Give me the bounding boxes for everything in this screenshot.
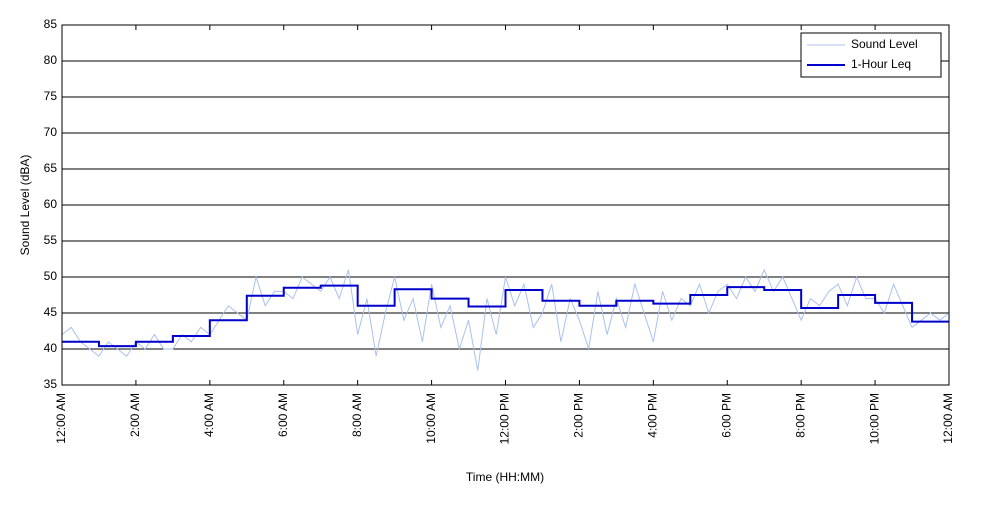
y-axis-label: Sound Level (dBA) bbox=[18, 155, 32, 256]
x-tick-label: 12:00 AM bbox=[54, 393, 68, 444]
x-tick-label: 4:00 PM bbox=[646, 393, 660, 438]
x-tick-label: 4:00 AM bbox=[202, 393, 216, 437]
y-tick-label: 60 bbox=[44, 197, 58, 211]
x-tick-label: 2:00 PM bbox=[572, 393, 586, 438]
x-tick-label: 12:00 PM bbox=[498, 393, 512, 444]
legend-box bbox=[800, 32, 942, 78]
x-tick-label: 10:00 PM bbox=[867, 393, 881, 444]
y-tick-label: 85 bbox=[44, 17, 58, 31]
series-line bbox=[62, 284, 949, 348]
x-tick-label: 2:00 AM bbox=[128, 393, 142, 437]
y-tick-label: 45 bbox=[44, 305, 58, 319]
x-tick-label: 10:00 AM bbox=[424, 393, 438, 444]
legend-label: Sound Level bbox=[851, 37, 918, 51]
x-tick-label: 6:00 AM bbox=[276, 393, 290, 437]
y-tick-label: 75 bbox=[44, 89, 58, 103]
plot-frame bbox=[61, 24, 950, 386]
y-tick-label: 50 bbox=[44, 269, 58, 283]
x-tick-label: 6:00 PM bbox=[719, 393, 733, 438]
legend-label: 1-Hour Leq bbox=[851, 57, 911, 71]
y-tick-label: 55 bbox=[44, 233, 58, 247]
y-tick-label: 65 bbox=[44, 161, 58, 175]
x-tick-label: 8:00 PM bbox=[793, 393, 807, 438]
x-tick-label: 12:00 AM bbox=[941, 393, 955, 444]
y-tick-label: 35 bbox=[44, 377, 58, 391]
y-tick-label: 40 bbox=[44, 341, 58, 355]
y-tick-label: 80 bbox=[44, 53, 58, 67]
x-axis-label: Time (HH:MM) bbox=[466, 470, 544, 484]
y-tick-label: 70 bbox=[44, 125, 58, 139]
x-tick-label: 8:00 AM bbox=[350, 393, 364, 437]
